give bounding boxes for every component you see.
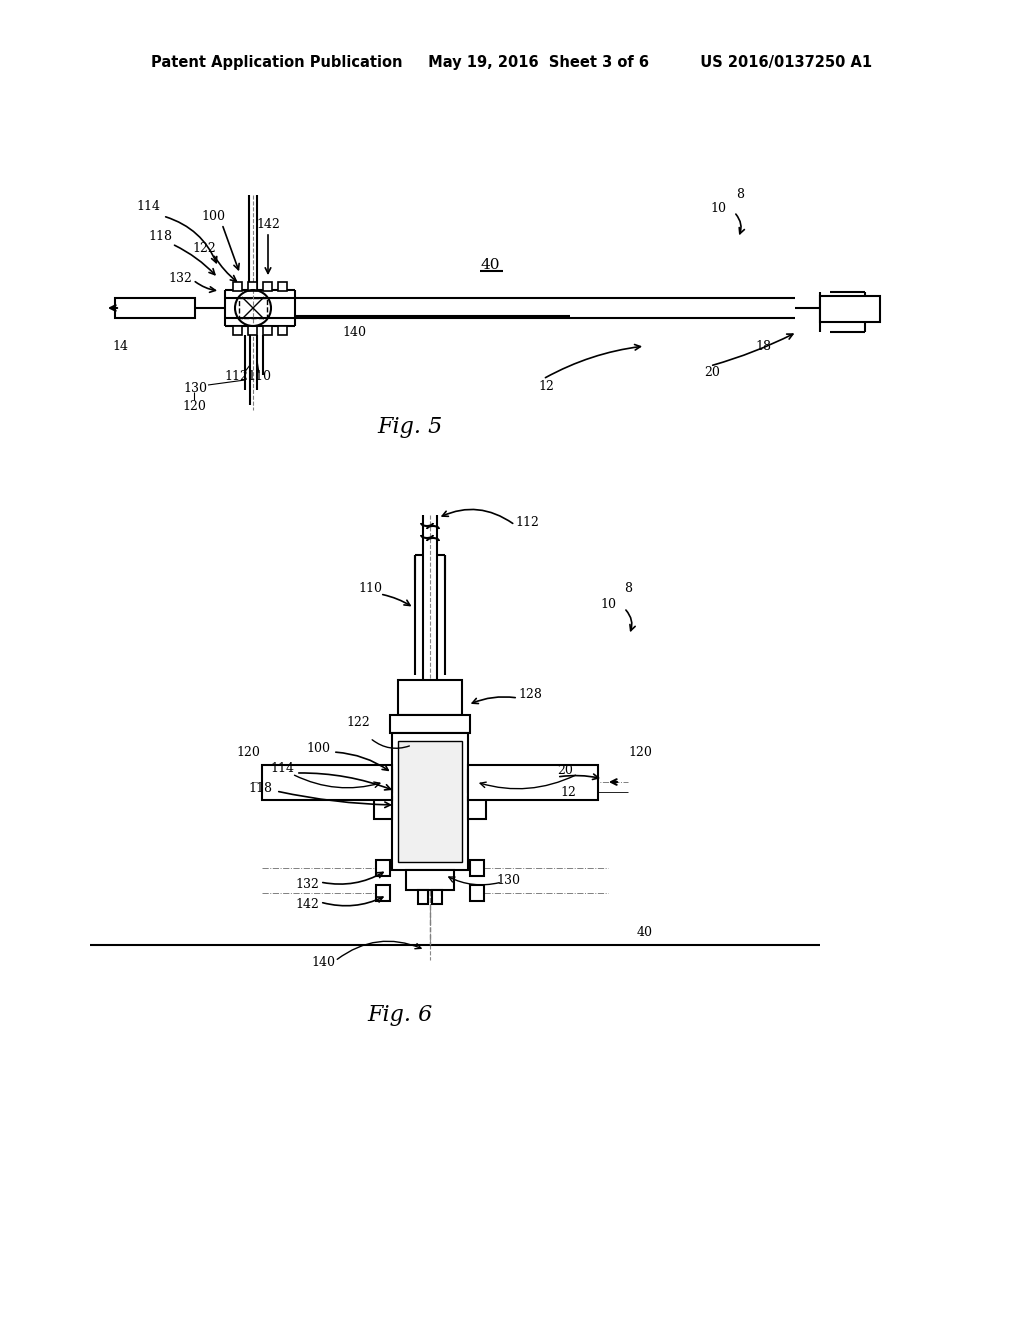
Bar — [418, 890, 428, 904]
Text: 118: 118 — [148, 231, 172, 243]
Text: 12: 12 — [560, 785, 575, 799]
Text: 8: 8 — [736, 187, 744, 201]
Text: Fig. 6: Fig. 6 — [368, 1005, 432, 1026]
Text: 10: 10 — [710, 202, 726, 214]
Text: 18: 18 — [755, 341, 771, 354]
Text: 132: 132 — [168, 272, 191, 285]
Text: 142: 142 — [256, 218, 280, 231]
Text: 8: 8 — [624, 582, 632, 594]
Text: 100: 100 — [306, 742, 330, 755]
Text: 142: 142 — [295, 899, 318, 912]
Bar — [233, 326, 242, 335]
Text: 128: 128 — [518, 689, 542, 701]
Text: Patent Application Publication     May 19, 2016  Sheet 3 of 6          US 2016/0: Patent Application Publication May 19, 2… — [152, 54, 872, 70]
Bar — [470, 884, 484, 902]
Bar — [374, 797, 392, 818]
Text: 114: 114 — [270, 762, 294, 775]
Bar — [470, 861, 484, 876]
Text: 130: 130 — [496, 874, 520, 887]
Text: 40: 40 — [480, 257, 500, 272]
Text: 122: 122 — [346, 717, 370, 730]
Text: 40: 40 — [637, 927, 653, 940]
Bar — [468, 770, 486, 792]
Bar — [468, 797, 486, 818]
Text: 112: 112 — [224, 370, 248, 383]
Text: 132: 132 — [295, 879, 318, 891]
Bar — [263, 326, 272, 335]
Bar — [390, 715, 470, 733]
Text: 130: 130 — [183, 381, 207, 395]
Text: 112: 112 — [515, 516, 539, 528]
Text: 20: 20 — [557, 763, 572, 776]
Text: 12: 12 — [538, 380, 554, 392]
Bar — [468, 766, 598, 800]
Text: 100: 100 — [201, 210, 225, 223]
Bar — [263, 282, 272, 290]
Text: 20: 20 — [705, 366, 720, 379]
Bar — [398, 680, 462, 715]
Bar — [233, 282, 242, 290]
Text: 122: 122 — [193, 242, 216, 255]
Bar — [406, 870, 454, 890]
Bar — [392, 733, 468, 870]
Text: 120: 120 — [237, 747, 260, 759]
Text: 140: 140 — [342, 326, 366, 339]
Text: 140: 140 — [311, 957, 335, 969]
Text: 118: 118 — [248, 781, 272, 795]
Text: 120: 120 — [628, 747, 652, 759]
Text: 10: 10 — [600, 598, 616, 610]
Bar — [115, 298, 195, 318]
Text: 110: 110 — [358, 582, 382, 594]
Text: 14: 14 — [112, 341, 128, 354]
Bar — [376, 861, 390, 876]
Bar — [262, 766, 392, 800]
Bar — [278, 326, 287, 335]
Bar — [432, 890, 442, 904]
Bar — [376, 884, 390, 902]
Bar — [398, 741, 462, 862]
Bar — [278, 282, 287, 290]
Bar — [374, 770, 392, 792]
Bar — [820, 296, 880, 322]
Text: 120: 120 — [182, 400, 206, 413]
Text: 110: 110 — [247, 370, 271, 383]
Bar — [248, 326, 257, 335]
Bar — [248, 282, 257, 290]
Text: 114: 114 — [136, 201, 160, 214]
Bar — [239, 298, 267, 318]
Text: Fig. 5: Fig. 5 — [378, 416, 442, 438]
